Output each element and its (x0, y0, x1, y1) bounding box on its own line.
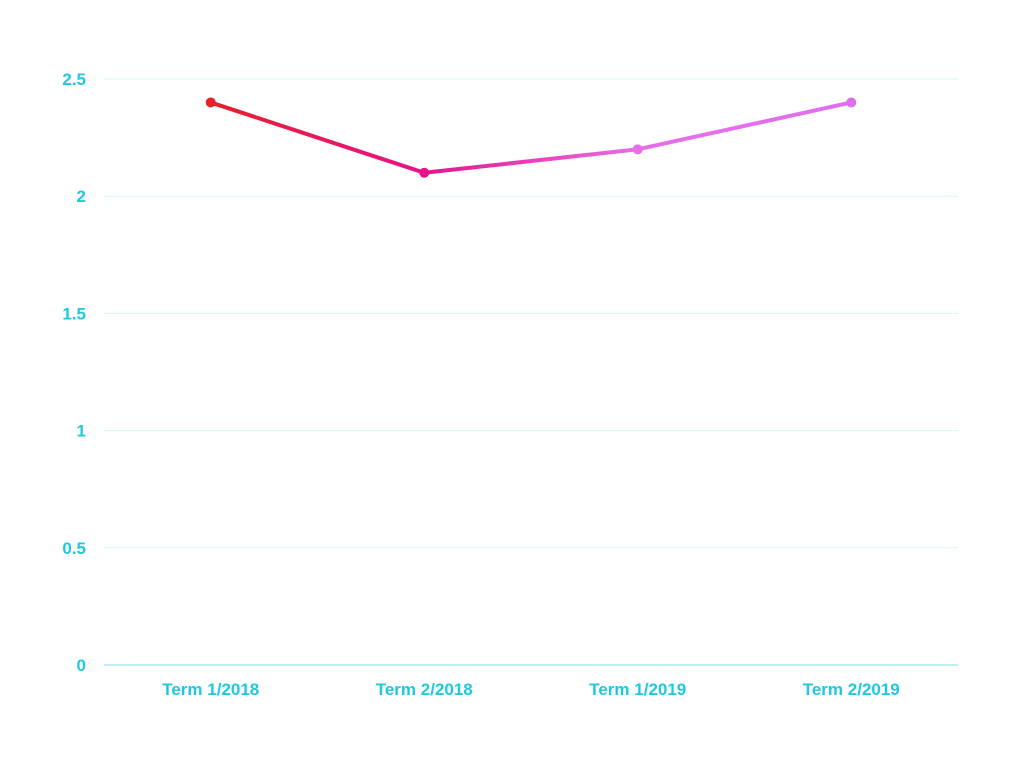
line-segment (422, 147, 640, 175)
x-tick-label: Term 2/2018 (376, 680, 473, 699)
y-tick-label: 2.5 (62, 70, 86, 89)
data-point[interactable] (846, 97, 857, 108)
data-point[interactable] (205, 97, 216, 108)
series-line (208, 100, 854, 175)
data-point[interactable] (632, 144, 643, 155)
grid-lines (104, 78, 958, 666)
x-tick-label: Term 1/2018 (162, 680, 259, 699)
data-point[interactable] (419, 167, 430, 178)
y-tick-label: 1 (77, 422, 86, 441)
y-tick-label: 0 (77, 656, 86, 675)
x-tick-label: Term 2/2019 (803, 680, 900, 699)
y-tick-label: 0.5 (62, 539, 86, 558)
line-segment (208, 100, 427, 175)
y-tick-label: 1.5 (62, 304, 86, 323)
x-axis-tick-labels: Term 1/2018 Term 2/2018 Term 1/2019 Term 2/… (162, 680, 900, 699)
x-tick-label: Term 1/2019 (589, 680, 686, 699)
line-segment (635, 100, 854, 152)
y-axis-tick-labels: 0 0.5 1 1.5 2 2.5 (62, 70, 86, 675)
data-points (205, 97, 857, 178)
y-tick-label: 2 (77, 187, 86, 206)
